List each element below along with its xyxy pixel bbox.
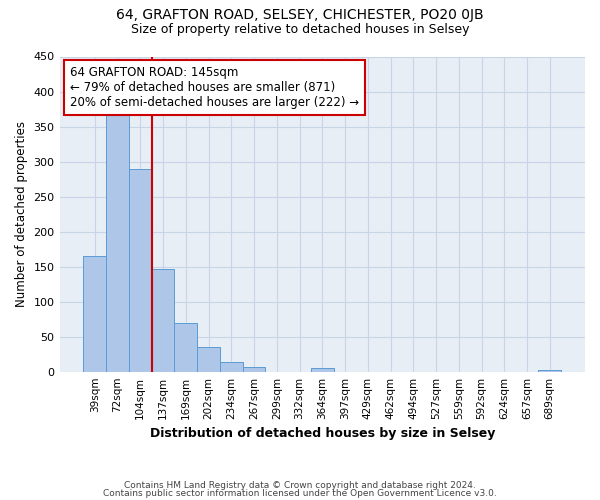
Bar bbox=[538, 370, 561, 372]
Bar bbox=[83, 256, 106, 372]
X-axis label: Distribution of detached houses by size in Selsey: Distribution of detached houses by size … bbox=[149, 427, 495, 440]
Bar bbox=[129, 168, 152, 372]
Bar bbox=[197, 347, 220, 372]
Text: 64, GRAFTON ROAD, SELSEY, CHICHESTER, PO20 0JB: 64, GRAFTON ROAD, SELSEY, CHICHESTER, PO… bbox=[116, 8, 484, 22]
Text: Contains HM Land Registry data © Crown copyright and database right 2024.: Contains HM Land Registry data © Crown c… bbox=[124, 481, 476, 490]
Bar bbox=[311, 368, 334, 372]
Bar bbox=[152, 268, 175, 372]
Bar bbox=[220, 362, 242, 372]
Y-axis label: Number of detached properties: Number of detached properties bbox=[15, 121, 28, 307]
Text: Size of property relative to detached houses in Selsey: Size of property relative to detached ho… bbox=[131, 22, 469, 36]
Bar bbox=[106, 109, 129, 372]
Bar bbox=[175, 322, 197, 372]
Text: 64 GRAFTON ROAD: 145sqm
← 79% of detached houses are smaller (871)
20% of semi-d: 64 GRAFTON ROAD: 145sqm ← 79% of detache… bbox=[70, 66, 359, 109]
Text: Contains public sector information licensed under the Open Government Licence v3: Contains public sector information licen… bbox=[103, 488, 497, 498]
Bar bbox=[242, 367, 265, 372]
